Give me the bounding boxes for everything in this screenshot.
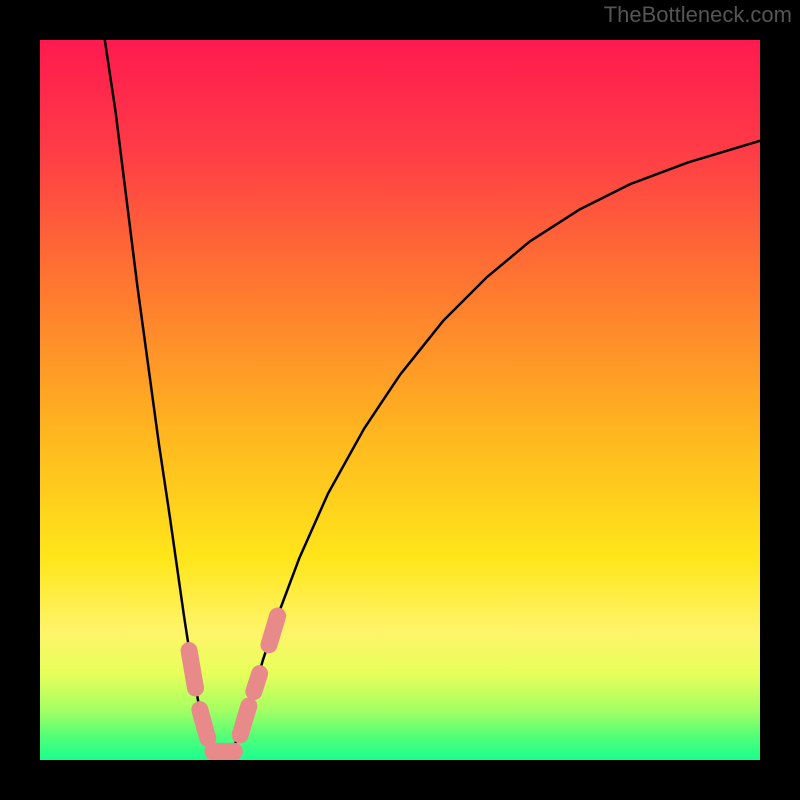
data-marker — [269, 616, 278, 645]
data-marker — [254, 674, 260, 692]
plot-area — [40, 40, 760, 760]
chart-svg-wrap — [0, 0, 800, 800]
data-marker — [240, 706, 249, 735]
chart-container: { "watermark": { "text": "TheBottleneck.… — [0, 0, 800, 800]
data-marker — [200, 710, 208, 739]
watermark-text: TheBottleneck.com — [604, 2, 792, 28]
data-marker — [189, 651, 195, 688]
bottleneck-chart — [0, 0, 800, 800]
